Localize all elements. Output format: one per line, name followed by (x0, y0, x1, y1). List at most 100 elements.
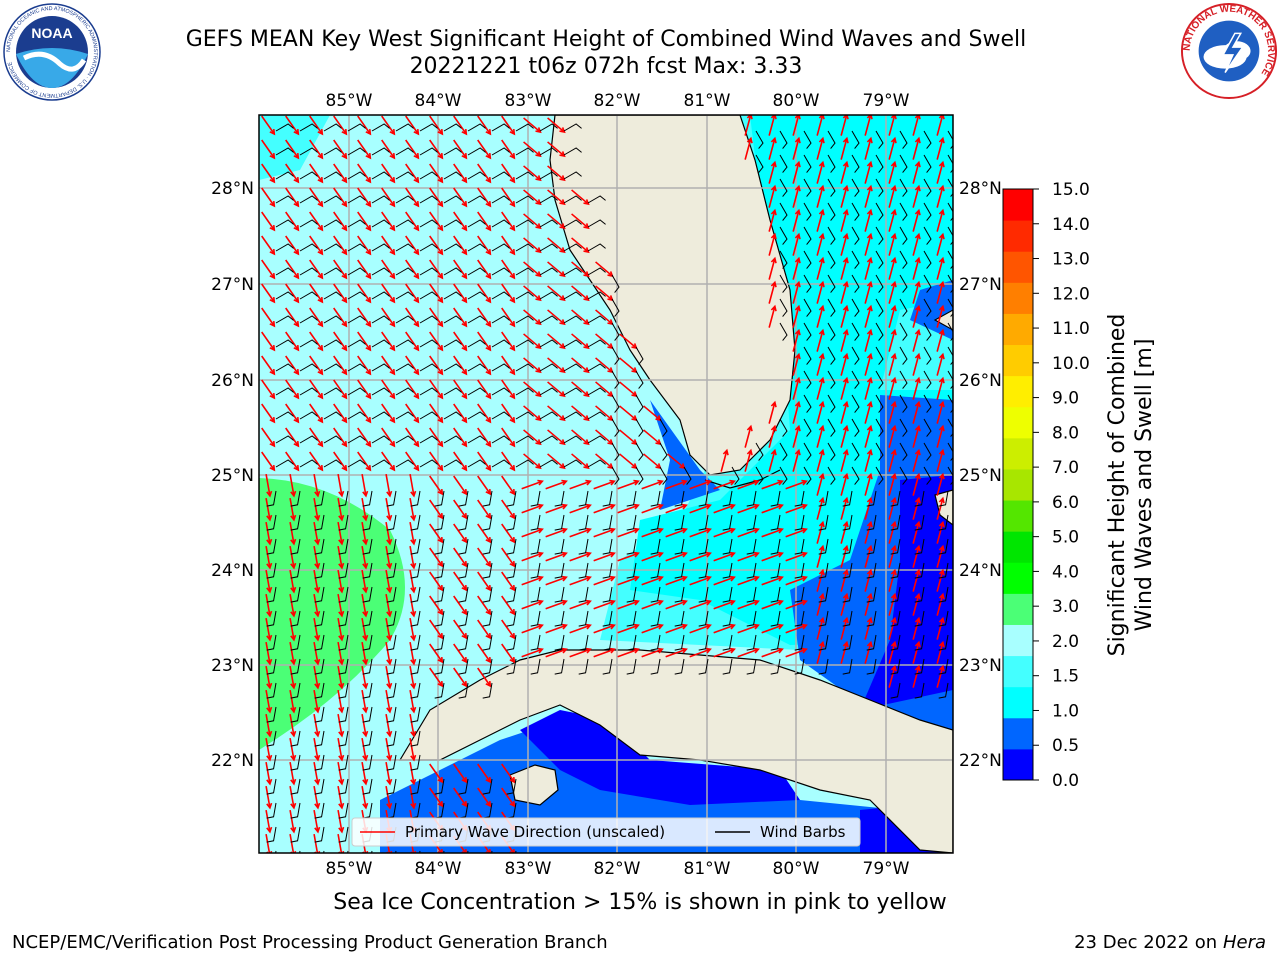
legend-wave-label: Primary Wave Direction (unscaled) (405, 823, 665, 841)
wave-arrow (936, 376, 945, 400)
wind-barb (275, 435, 294, 444)
wave-arrow (840, 115, 849, 136)
wave-arrow (840, 256, 849, 280)
wind-barb (347, 315, 366, 324)
wind-barb (938, 682, 949, 699)
colorbar-tick-label: 2.0 (1052, 632, 1079, 652)
wave-arrow (816, 115, 825, 136)
wave-arrow (265, 738, 273, 762)
wind-barb (818, 634, 829, 651)
wind-barb (803, 250, 812, 269)
wave-arrow (501, 619, 516, 640)
wind-barb (827, 322, 836, 341)
wave-arrow (569, 503, 592, 514)
wind-barb (419, 195, 438, 204)
wave-arrow (453, 283, 468, 304)
wind-barb (395, 267, 414, 276)
wave-arrow (768, 256, 777, 280)
wave-arrow (501, 643, 516, 664)
colorbar-band (1003, 624, 1033, 657)
wind-barb (290, 610, 301, 627)
wind-barb (770, 562, 781, 579)
wind-barb (434, 562, 445, 579)
wind-barb (395, 219, 414, 228)
wind-barb (314, 778, 325, 795)
wave-arrow (571, 453, 590, 470)
wind-barb (290, 802, 301, 819)
wave-arrow (501, 763, 516, 784)
map-frame (258, 114, 954, 854)
wave-arrow (409, 618, 417, 642)
wind-barb (890, 538, 901, 555)
wind-barb (626, 514, 637, 531)
wave-arrow (261, 163, 276, 184)
wind-barb (770, 634, 781, 651)
wave-arrow (381, 379, 396, 400)
wind-barb (554, 562, 565, 579)
wave-arrow (285, 451, 300, 472)
wind-barb (563, 411, 582, 420)
wave-arrow (912, 184, 921, 208)
wave-arrow (285, 259, 300, 280)
wind-barb (611, 466, 620, 485)
colorbar-band (1003, 655, 1033, 688)
wave-arrow (840, 616, 849, 640)
wind-barb (851, 130, 860, 149)
wind-barb (779, 178, 788, 197)
wind-barb (338, 586, 349, 603)
wind-barb (554, 610, 565, 627)
wind-barb (506, 610, 517, 627)
wave-arrow (285, 115, 300, 136)
wave-arrow (545, 623, 568, 634)
wind-barb (698, 514, 709, 531)
wave-arrow (289, 522, 297, 546)
colorbar-band (1003, 593, 1033, 625)
wind-barb (875, 250, 884, 269)
wave-arrow (768, 208, 777, 232)
wave-arrow (429, 547, 444, 568)
wave-arrow (385, 570, 393, 594)
wave-arrow (405, 211, 420, 232)
wind-barb (443, 435, 462, 444)
wave-arrow (521, 623, 544, 634)
wave-arrow (816, 280, 825, 304)
wave-arrow (888, 496, 897, 520)
lat-right-4: 24°N (959, 561, 1002, 581)
wind-barb (386, 490, 397, 507)
wave-arrow (333, 139, 348, 160)
wave-arrow (501, 283, 516, 304)
wave-arrow (261, 115, 276, 136)
wave-arrow (785, 551, 808, 562)
lon-top-6: 79°W (863, 91, 910, 111)
wind-barb (755, 466, 764, 485)
wind-barb (491, 195, 510, 204)
wave-arrow (545, 599, 568, 610)
wind-barb (347, 363, 366, 372)
wind-barb (626, 658, 637, 675)
wave-arrow (361, 642, 369, 666)
wave-arrow (792, 115, 801, 136)
wave-arrow (313, 522, 321, 546)
wind-barb (539, 243, 558, 252)
wave-arrow (816, 184, 825, 208)
wave-arrow (429, 187, 444, 208)
wind-barb (923, 322, 932, 341)
wave-arrow (547, 333, 566, 350)
wind-barb (467, 243, 486, 252)
wave-arrow (569, 551, 592, 562)
wind-barb (275, 291, 294, 300)
wave-arrow (289, 642, 297, 666)
wave-arrow (737, 647, 760, 658)
wave-arrow (409, 762, 417, 786)
wind-barb (698, 610, 709, 627)
wind-barb (362, 514, 373, 531)
wave-arrow (285, 403, 300, 424)
wind-barb (746, 562, 757, 579)
wave-arrow (912, 616, 921, 640)
wind-barb (362, 562, 373, 579)
wind-barb (923, 178, 932, 197)
wind-barb (299, 219, 318, 228)
wind-barb (827, 418, 836, 437)
wave-arrow (761, 575, 784, 586)
wind-barb (890, 586, 901, 603)
